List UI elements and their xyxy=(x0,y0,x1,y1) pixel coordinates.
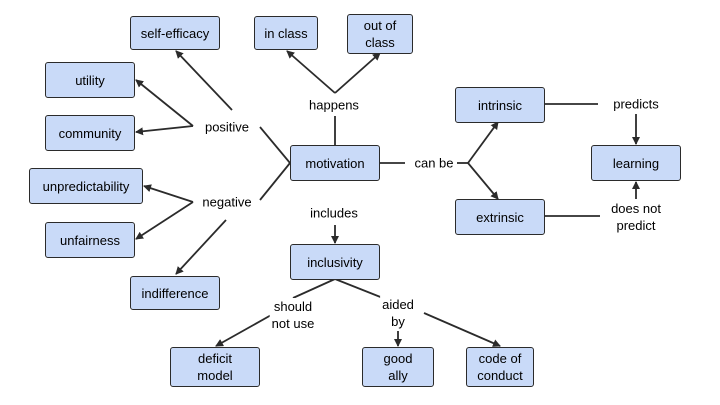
edge-negative-indifference xyxy=(175,219,227,275)
node-self-efficacy[interactable]: self-efficacy xyxy=(130,16,220,50)
link-label-negative: negative xyxy=(200,193,254,211)
edge-happens-in-class xyxy=(286,50,336,94)
node-out-of-class[interactable]: out of class xyxy=(347,14,413,54)
edge-happens-out-of-class xyxy=(334,52,381,94)
node-utility[interactable]: utility xyxy=(45,62,135,98)
edge-can-be-extrinsic xyxy=(467,162,499,200)
link-label-should-not-use: should not use xyxy=(269,298,317,332)
node-inclusivity[interactable]: inclusivity xyxy=(290,244,380,280)
edge-positive-utility xyxy=(135,79,194,127)
link-label-happens: happens xyxy=(307,96,361,114)
edge-negative-unpredictability xyxy=(143,184,194,203)
node-in-class[interactable]: in class xyxy=(254,16,318,50)
node-extrinsic[interactable]: extrinsic xyxy=(455,199,545,235)
edge-can-be-intrinsic xyxy=(467,121,499,164)
edge-positive-self-efficacy xyxy=(175,50,233,111)
node-good-ally[interactable]: good ally xyxy=(362,347,434,387)
link-label-predicts: predicts xyxy=(611,95,661,113)
node-indifference[interactable]: indifference xyxy=(130,276,220,310)
link-label-includes: includes xyxy=(308,204,360,222)
node-code-of-conduct[interactable]: code of conduct xyxy=(466,347,534,387)
edge-motivation-negative xyxy=(259,162,291,201)
edge-motivation-positive xyxy=(259,126,291,164)
link-label-can-be: can be xyxy=(412,154,456,172)
node-unfairness[interactable]: unfairness xyxy=(45,222,135,258)
node-intrinsic[interactable]: intrinsic xyxy=(455,87,545,123)
node-community[interactable]: community xyxy=(45,115,135,151)
link-label-does-not-predict: does not predict xyxy=(609,200,663,234)
edge-inclusivity-aided-by xyxy=(334,278,384,299)
node-deficit-model[interactable]: deficit model xyxy=(170,347,260,387)
link-label-positive: positive xyxy=(202,118,252,136)
edge-aided-by-code-of-conduct xyxy=(423,312,501,347)
edge-inclusivity-should-not-use xyxy=(292,278,336,299)
node-motivation[interactable]: motivation xyxy=(290,145,380,181)
edge-should-not-use-deficit-model xyxy=(215,313,274,347)
node-unpredictability[interactable]: unpredictability xyxy=(29,168,143,204)
edge-positive-community xyxy=(135,125,194,136)
link-label-aided-by: aided by xyxy=(380,296,416,330)
edge-negative-unfairness xyxy=(135,201,194,240)
node-learning[interactable]: learning xyxy=(591,145,681,181)
